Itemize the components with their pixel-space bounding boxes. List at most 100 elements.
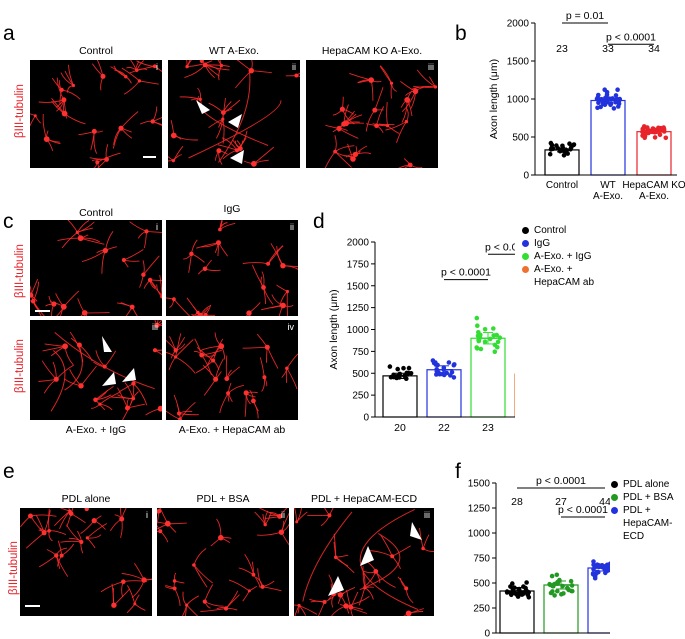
data-point xyxy=(521,584,526,589)
data-point xyxy=(387,364,393,369)
legend-item: PDL + BSA xyxy=(611,491,685,504)
panel-e-title-pdl-hepacam: PDL + HepaCAM-ECD xyxy=(310,493,418,505)
y-tick-label: 500 xyxy=(352,369,369,380)
panel-label-f: f xyxy=(455,460,461,483)
micrograph-a-iii: iii xyxy=(306,60,438,168)
bar xyxy=(382,375,418,418)
micrograph-e-ii: ii xyxy=(157,508,289,616)
legend-dot xyxy=(522,253,529,260)
data-point xyxy=(452,362,457,367)
panel-c-title-aexo-igg: A-Exo. + IgG xyxy=(65,424,127,436)
y-tick-label: 0 xyxy=(363,413,369,424)
data-point xyxy=(549,573,555,579)
p-value-label: p < 0.0001 xyxy=(485,241,515,253)
panel-label-a: a xyxy=(3,22,15,45)
y-tick-label: 2000 xyxy=(347,238,370,249)
n-label: 34 xyxy=(648,43,660,55)
micrograph-numeral: iv xyxy=(287,322,295,332)
data-point xyxy=(601,100,606,106)
bar xyxy=(590,99,626,176)
panel-e-stain-label: βIII-tubulin xyxy=(8,541,20,595)
data-point xyxy=(561,153,567,158)
legend-dot xyxy=(522,227,529,234)
panel-a-stain-label: βIII-tubulin xyxy=(14,84,26,138)
data-point xyxy=(435,362,440,368)
data-point xyxy=(408,371,414,376)
p-value-label: p < 0.0001 xyxy=(558,504,608,516)
arrowhead-icon xyxy=(230,150,244,164)
data-point xyxy=(524,580,529,585)
p-value-label: p < 0.0001 xyxy=(441,267,491,279)
y-tick-label: 1250 xyxy=(468,504,491,515)
panel-c-title-aexo-hepacam-ab: A-Exo. + HepaCAM ab xyxy=(178,424,286,436)
data-point xyxy=(596,92,601,98)
x-tick-label: WT xyxy=(600,180,616,191)
chart-d: 0 250 500 750 1000 1250 1500 1750 2000 Axon lengt… xyxy=(328,238,515,434)
data-point xyxy=(547,151,553,157)
data-point xyxy=(615,87,620,92)
micrograph-numeral: i xyxy=(156,222,158,232)
micrograph-numeral: iii xyxy=(424,510,430,520)
data-point xyxy=(642,133,648,139)
data-point xyxy=(451,375,457,380)
data-point xyxy=(568,578,574,584)
data-point xyxy=(431,360,437,366)
y-tick-label: 500 xyxy=(512,133,529,144)
micrograph-e-iii: iii xyxy=(294,508,434,616)
legend-dot xyxy=(611,507,618,514)
y-tick-label: 0 xyxy=(523,171,529,182)
arrowhead-icon xyxy=(328,576,344,596)
p-value-label: p < 0.0001 xyxy=(606,31,656,43)
panel-c-title-control: Control xyxy=(79,207,113,219)
data-point xyxy=(565,585,570,591)
panel-label-e: e xyxy=(3,460,15,483)
data-point xyxy=(611,106,617,111)
micrograph-numeral: i xyxy=(146,510,148,520)
data-point xyxy=(552,593,557,598)
arrowhead-icon xyxy=(196,100,210,114)
data-point xyxy=(444,370,449,376)
data-point xyxy=(592,574,598,579)
scale-bar xyxy=(35,310,50,312)
x-tick-label: A-Exo. xyxy=(639,191,669,200)
n-label: 23 xyxy=(556,43,568,55)
data-point xyxy=(561,591,566,596)
data-point xyxy=(591,562,596,568)
data-point xyxy=(661,125,666,130)
x-tick-label: HepaCAM KO xyxy=(622,180,685,191)
legend-d: Control IgG A-Exo. + IgG A-Exo. + HepaCA… xyxy=(522,224,594,289)
y-tick-label: 2000 xyxy=(507,19,530,30)
data-point xyxy=(569,583,575,588)
data-point xyxy=(395,366,400,372)
micrograph-a-i: i xyxy=(30,60,162,168)
data-point xyxy=(491,326,496,331)
data-point xyxy=(449,369,455,375)
data-point xyxy=(652,135,658,140)
micrograph-a-ii: ii xyxy=(168,60,300,168)
arrowhead-icon xyxy=(410,522,422,540)
chart-b: 0 500 1000 1500 2000 Axon length (μm) Control W… xyxy=(488,10,685,200)
arrowhead-icon xyxy=(360,546,374,566)
y-tick-label: 1000 xyxy=(507,95,530,106)
data-point xyxy=(478,332,483,338)
y-tick-label: 1750 xyxy=(347,259,370,270)
panel-c-stain-label-top: βIII-tubulin xyxy=(14,244,26,298)
data-point xyxy=(554,572,560,578)
y-axis-label: Axon length (μm) xyxy=(460,518,461,598)
data-point xyxy=(492,349,498,354)
micrograph-c-iii: iii xyxy=(30,320,162,420)
p-value-label: p < 0.0001 xyxy=(536,475,586,487)
p-value-label: p = 0.01 xyxy=(566,10,604,22)
data-point xyxy=(478,346,484,352)
y-tick-label: 0 xyxy=(484,629,490,639)
data-point xyxy=(617,96,623,102)
data-point xyxy=(604,89,610,95)
y-tick-label: 1500 xyxy=(468,479,491,490)
data-point xyxy=(616,101,622,107)
data-point xyxy=(475,323,480,328)
n-label: 44 xyxy=(599,496,610,508)
y-tick-label: 250 xyxy=(473,604,490,615)
legend-item: A-Exo. + HepaCAM ab xyxy=(522,263,594,289)
y-tick-label: 750 xyxy=(352,347,369,358)
data-point xyxy=(569,145,574,150)
